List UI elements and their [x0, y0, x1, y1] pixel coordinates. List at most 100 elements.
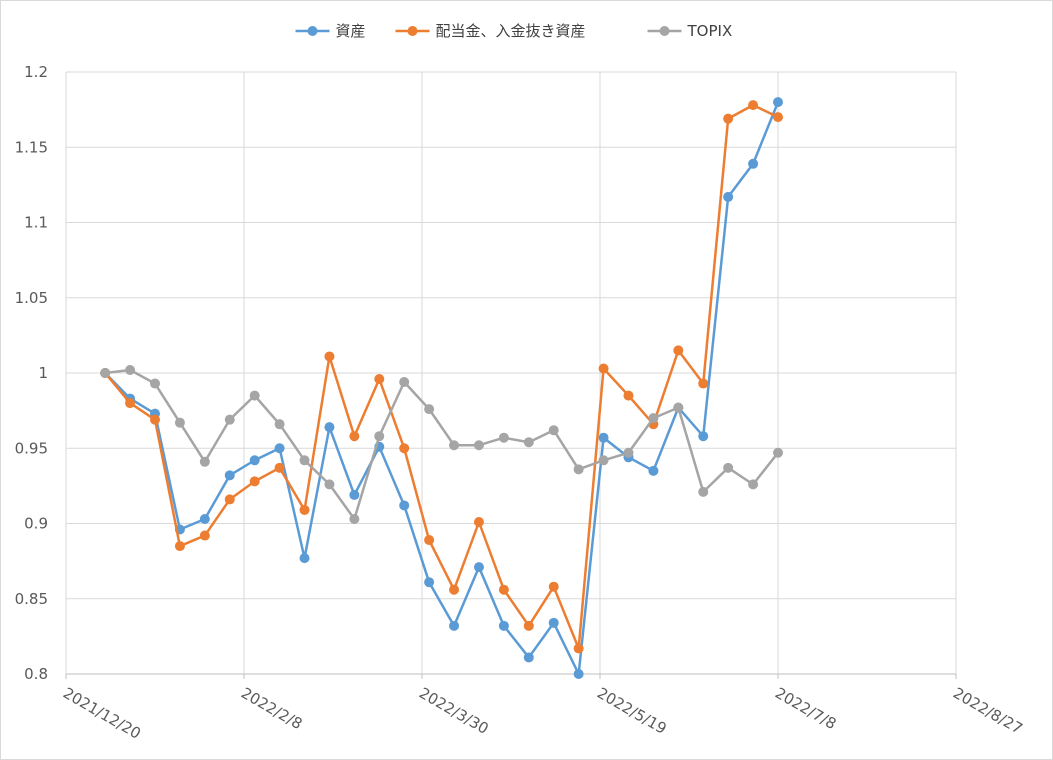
data-point [224, 470, 235, 481]
data-point [723, 113, 734, 124]
series-line [105, 368, 779, 521]
data-point [698, 378, 709, 389]
data-point [274, 462, 285, 473]
data-point [100, 368, 111, 378]
series-3 [100, 364, 783, 524]
data-point [349, 513, 360, 524]
y-tick-label: 0.8 [24, 665, 48, 683]
y-tick-label: 1.1 [24, 214, 48, 232]
y-tick-label: 1.15 [15, 138, 48, 156]
legend-item: 配当金、入金抜き資産 [395, 22, 586, 40]
axes [65, 72, 957, 679]
data-point [224, 494, 235, 505]
data-point [598, 455, 609, 466]
data-point [399, 443, 410, 454]
data-point [349, 489, 360, 500]
data-point [573, 643, 584, 654]
legend-label: 配当金、入金抜き資産 [436, 22, 586, 40]
data-point [573, 464, 584, 475]
data-point [424, 535, 435, 546]
data-point [748, 158, 759, 169]
y-tick-label: 1 [38, 364, 48, 382]
data-point [274, 443, 285, 454]
data-point [598, 363, 609, 374]
data-point [498, 584, 509, 595]
data-point [623, 390, 634, 401]
series-line [104, 103, 779, 650]
data-point [150, 414, 160, 425]
data-point [249, 390, 260, 401]
data-point [573, 669, 584, 679]
data-point [648, 465, 659, 476]
data-point [548, 425, 559, 436]
data-point [174, 417, 185, 428]
data-point [299, 553, 310, 564]
data-point [473, 562, 484, 573]
data-point [773, 97, 783, 108]
legend: 資産 配当金、入金抜き資産 TOPIX [295, 22, 733, 40]
data-point [598, 432, 609, 443]
data-point [324, 351, 335, 362]
data-point [748, 100, 759, 111]
y-tick-label: 0.9 [24, 515, 48, 533]
data-point [324, 479, 335, 490]
data-point [523, 620, 534, 631]
series-line [104, 101, 780, 676]
data-point [424, 577, 435, 588]
legend-label: TOPIX [687, 22, 733, 40]
data-point [773, 112, 783, 123]
data-point [399, 500, 410, 511]
data-point [723, 462, 734, 473]
data-point [299, 504, 310, 515]
data-point [498, 432, 509, 443]
legend-item: 資産 [295, 22, 366, 40]
data-point [498, 620, 509, 631]
data-point [449, 440, 460, 451]
data-point [274, 419, 285, 430]
data-point [199, 456, 210, 467]
data-point [473, 440, 484, 451]
data-point [349, 431, 360, 442]
y-tick-label: 0.85 [15, 590, 48, 608]
data-point [249, 455, 260, 466]
data-point [374, 374, 385, 385]
data-point [748, 479, 759, 490]
legend-label: 資産 [336, 22, 366, 40]
y-axis-tick-labels: 0.8 0.85 0.9 0.95 1 1.05 1.1 1.15 1.2 [15, 63, 48, 683]
series-2 [100, 100, 783, 654]
data-point [548, 581, 559, 592]
data-point [623, 447, 634, 458]
data-point [648, 413, 659, 424]
data-point [224, 414, 235, 425]
data-point [174, 541, 185, 552]
data-point [125, 398, 136, 409]
data-point [449, 584, 460, 595]
data-point [673, 402, 684, 413]
data-point [299, 455, 310, 466]
data-point [374, 431, 385, 442]
data-point [249, 476, 260, 487]
series-layer [100, 97, 783, 679]
y-tick-label: 1.05 [15, 289, 48, 307]
data-point [548, 617, 559, 628]
data-point [199, 530, 210, 541]
data-point [698, 486, 709, 497]
legend-marker [407, 26, 418, 36]
data-point [523, 652, 534, 663]
legend-marker [307, 26, 318, 36]
data-point [673, 345, 684, 356]
data-point [150, 378, 160, 389]
data-point [125, 364, 136, 375]
data-point [473, 516, 484, 527]
data-point [324, 422, 335, 433]
data-point [523, 437, 534, 448]
data-point [399, 377, 410, 388]
data-point [199, 513, 210, 524]
data-point [424, 404, 435, 415]
legend-marker [659, 26, 670, 36]
legend-item: TOPIX [647, 22, 733, 40]
data-point [723, 191, 734, 202]
data-point [449, 620, 460, 631]
